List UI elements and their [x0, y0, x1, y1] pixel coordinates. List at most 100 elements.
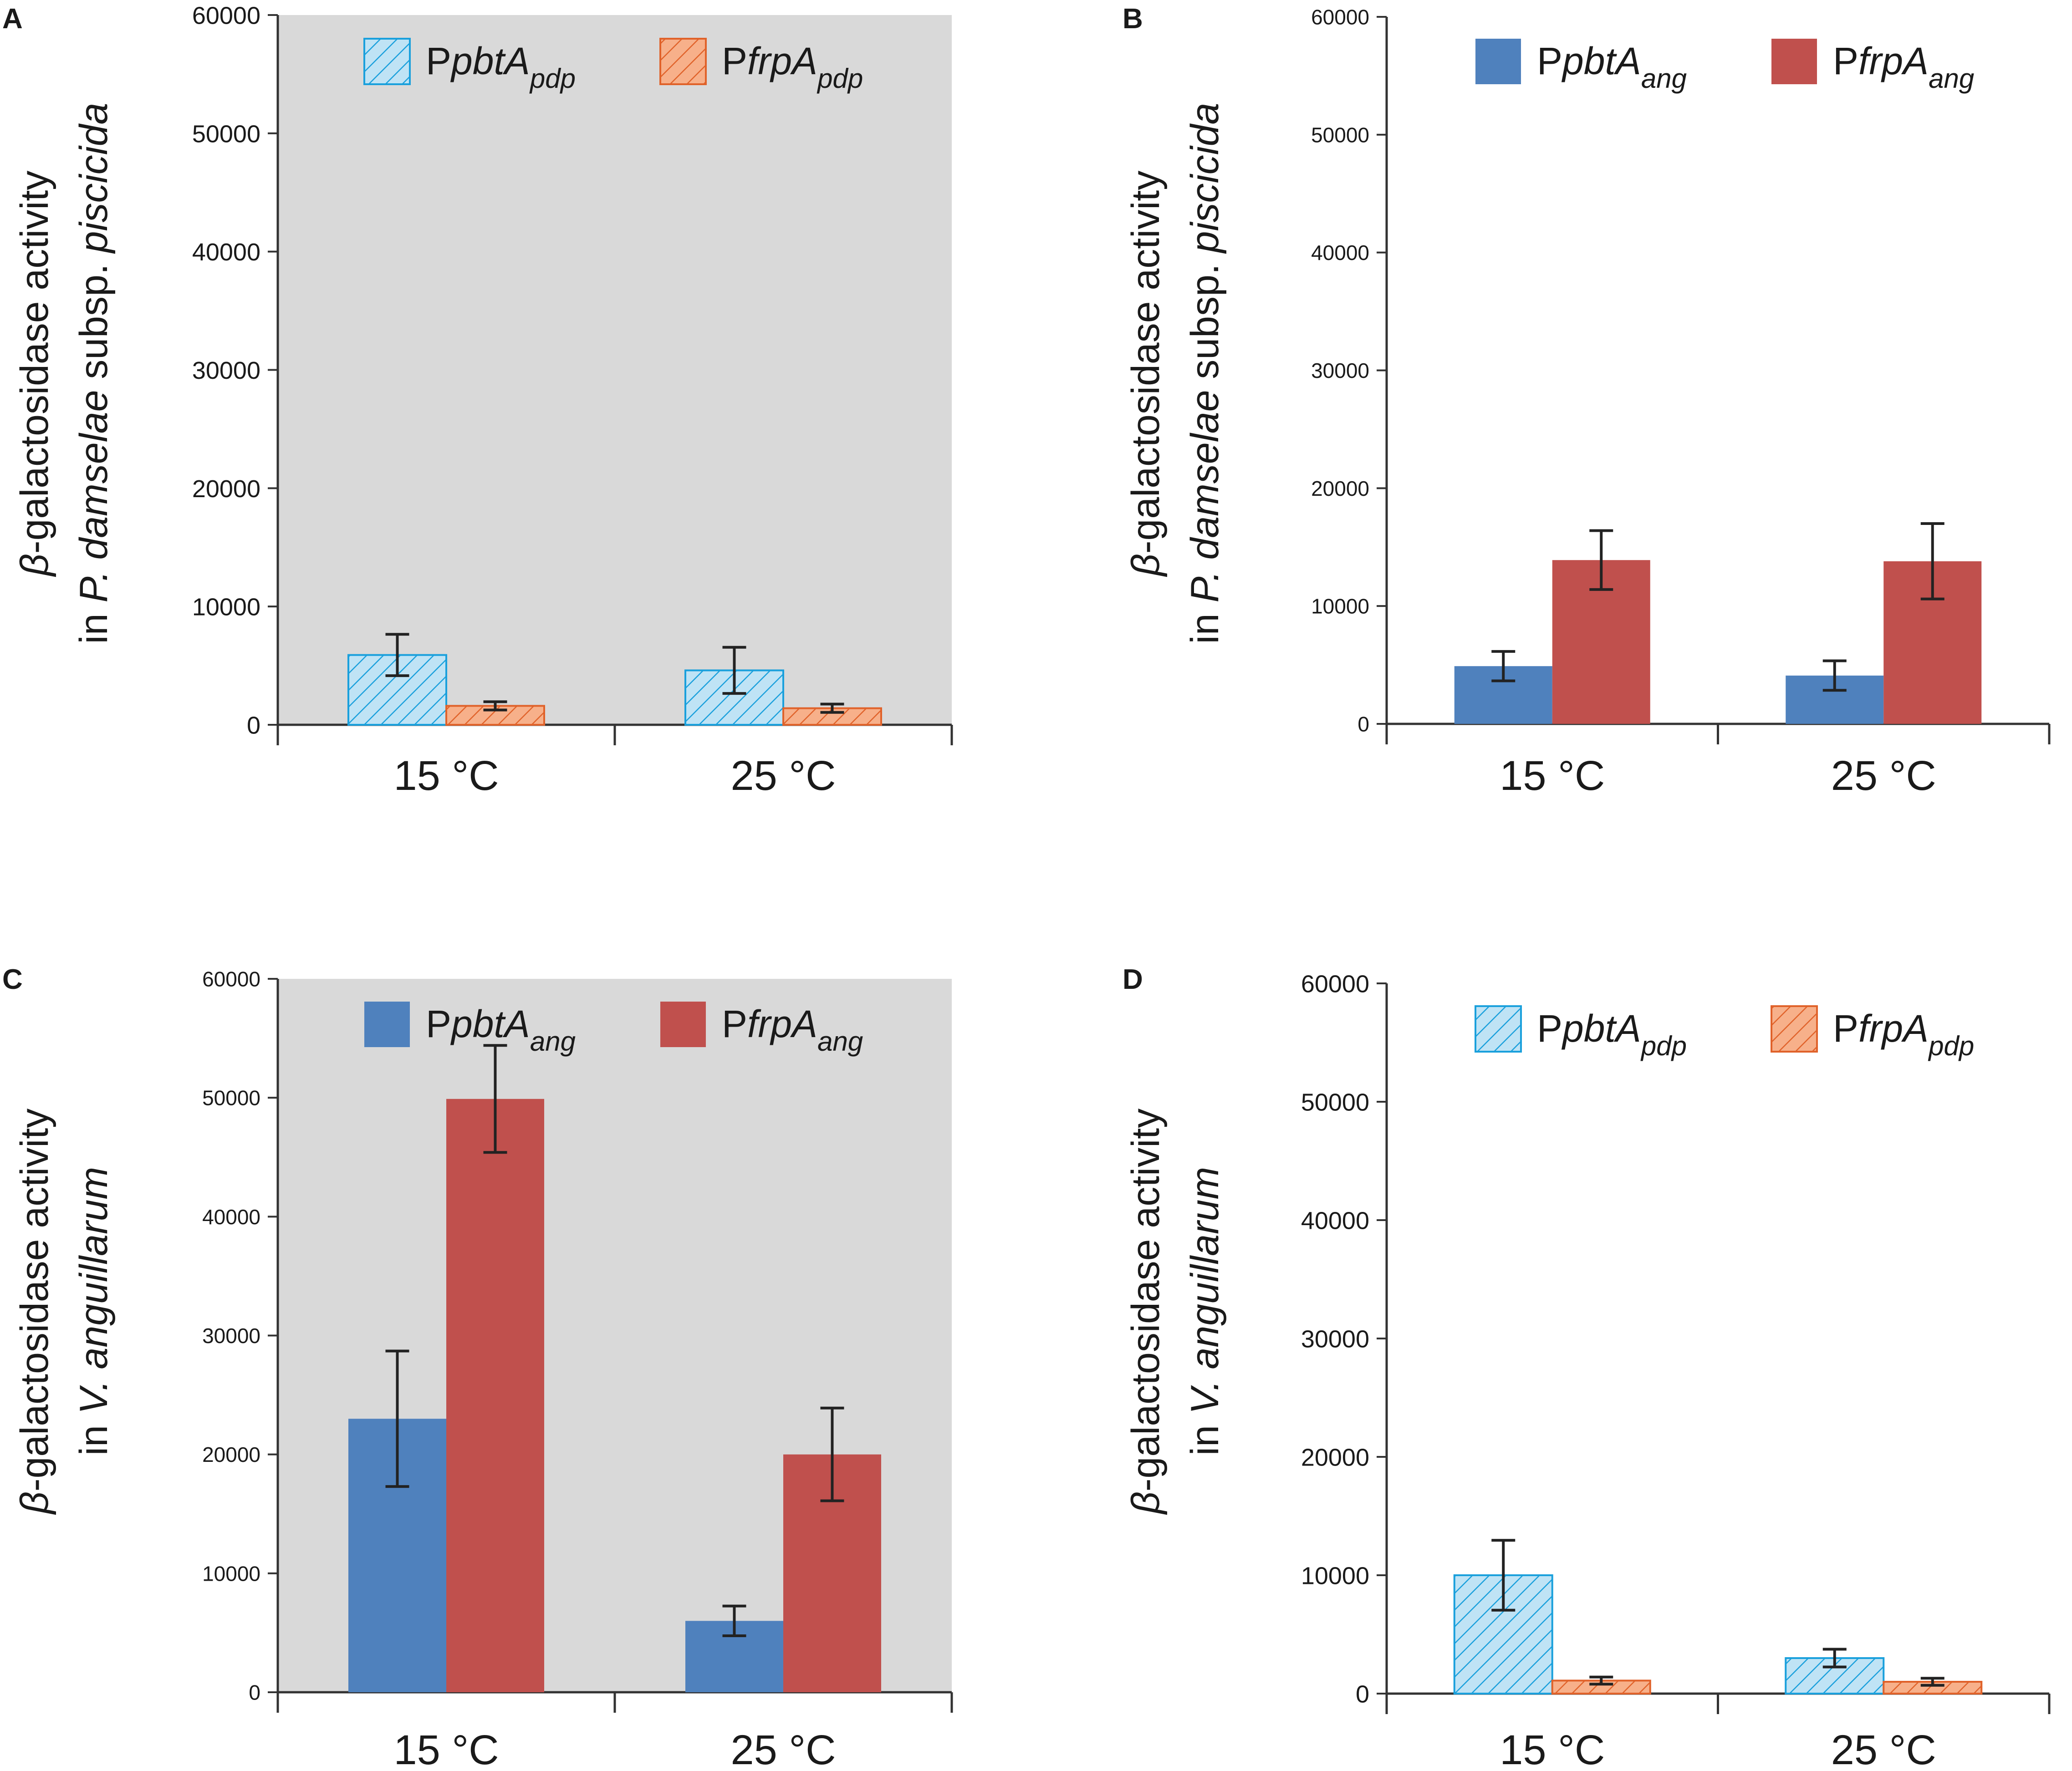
- y-axis-title-rest: -galactosidase activity: [13, 1109, 56, 1491]
- legend-label-subscript: ang: [817, 1026, 863, 1057]
- y-axis-title-line2: in V. anguillarum: [1183, 1167, 1227, 1455]
- y-axis-title-beta: β: [13, 1491, 56, 1515]
- panel-label: A: [2, 3, 23, 35]
- legend-label-prefix: P: [1537, 40, 1562, 82]
- legend-swatch: [364, 1002, 410, 1047]
- legend-label-gene: pbtA: [450, 1003, 530, 1045]
- legend-label-subscript: ang: [1641, 63, 1687, 94]
- y-axis-title-species: V. anguillarum: [72, 1167, 116, 1414]
- y-tick-label: 50000: [1301, 1089, 1369, 1116]
- x-category-label: 25 °C: [730, 753, 836, 799]
- y-tick-label: 40000: [1301, 1207, 1369, 1234]
- legend-swatch: [1771, 39, 1817, 84]
- legend-label: PfrpAang: [722, 1003, 863, 1057]
- y-tick-label: 30000: [1311, 359, 1369, 382]
- y-tick-label: 60000: [202, 967, 260, 991]
- y-tick-label: 60000: [192, 2, 260, 29]
- legend-label-gene: frpA: [1858, 1007, 1929, 1050]
- x-category-label: 15 °C: [1500, 753, 1605, 799]
- legend-label-subscript: pdp: [529, 63, 576, 94]
- y-axis-title-line1: β-galactosidase activity: [1124, 171, 1168, 577]
- y-tick-label: 40000: [202, 1205, 260, 1229]
- legend-swatch: [660, 1002, 706, 1047]
- legend-label-gene: pbtA: [1561, 1007, 1641, 1050]
- y-axis-title-rest: -galactosidase activity: [13, 171, 56, 554]
- y-tick-label: 10000: [202, 1562, 260, 1585]
- legend-label-gene: pbtA: [1561, 40, 1641, 82]
- legend-label: PfrpApdp: [722, 40, 863, 94]
- x-category-label: 15 °C: [393, 753, 499, 799]
- legend-label-prefix: P: [1833, 40, 1858, 82]
- y-tick-label: 10000: [1311, 595, 1369, 618]
- y-axis-title-line2: in P. damselae subsp. piscicida: [1183, 103, 1227, 644]
- panel-c: C 0 10000 20000 30000 40000 50000 60000 15 °C 25 …: [2, 964, 953, 1771]
- y-tick-label: 50000: [192, 120, 260, 148]
- y-tick-label: 30000: [192, 357, 260, 384]
- legend-label: PfrpApdp: [1833, 1007, 1974, 1061]
- y-tick-label: 30000: [202, 1324, 260, 1348]
- y-tick-label: 20000: [192, 475, 260, 503]
- legend-label-prefix: P: [722, 40, 747, 82]
- legend-label-prefix: P: [426, 1003, 451, 1045]
- legend-label: PpbtAang: [1537, 40, 1687, 94]
- legend-label-prefix: P: [1537, 1007, 1562, 1050]
- y-axis-title-in: in: [72, 603, 116, 644]
- legend-label-prefix: P: [1833, 1007, 1858, 1050]
- legend-label-subscript: ang: [1929, 63, 1974, 94]
- legend-label-prefix: P: [426, 40, 451, 82]
- y-axis-title-in: in: [1183, 1414, 1227, 1455]
- legend-label-gene: frpA: [747, 40, 817, 82]
- y-axis-title-line1: β-galactosidase activity: [1124, 1109, 1168, 1515]
- legend-swatch: [1475, 1005, 1522, 1053]
- y-tick-label: 50000: [202, 1086, 260, 1110]
- y-axis-title-species: P. damselae: [1183, 390, 1227, 603]
- legend-swatch: [1771, 1005, 1818, 1053]
- y-axis-title-rest: -galactosidase activity: [1124, 171, 1168, 554]
- y-axis-title-line1: β-galactosidase activity: [13, 1109, 56, 1515]
- y-axis-title-subspecies: piscicida: [1183, 103, 1227, 254]
- legend-label-gene: frpA: [1858, 40, 1929, 82]
- y-axis-title-species: P. damselae: [72, 390, 116, 603]
- y-tick-label: 40000: [192, 239, 260, 266]
- y-tick-label: 20000: [202, 1443, 260, 1466]
- y-axis-title-beta: β: [1124, 554, 1168, 577]
- y-tick-label: 20000: [1301, 1444, 1369, 1471]
- x-category-label: 25 °C: [1831, 1727, 1936, 1771]
- y-axis-title-in: in: [1183, 603, 1227, 644]
- y-axis-title-subsp: subsp.: [72, 253, 116, 390]
- x-category-label: 15 °C: [1500, 1727, 1605, 1771]
- y-tick-label: 40000: [1311, 241, 1369, 265]
- y-axis-title-beta: β: [13, 554, 56, 577]
- panel-label: D: [1123, 964, 1143, 995]
- panel-label: B: [1123, 3, 1143, 35]
- y-tick-label: 0: [1356, 1680, 1369, 1708]
- y-tick-label: 60000: [1301, 970, 1369, 997]
- y-tick-label: 20000: [1311, 477, 1369, 500]
- legend-swatch: [363, 38, 411, 85]
- legend-label-subscript: pdp: [1928, 1031, 1974, 1061]
- y-axis-title-subspecies: piscicida: [72, 103, 116, 254]
- x-category-label: 25 °C: [1831, 753, 1936, 799]
- panel-d: D 0 10000 20000 30000 40000 50000 60000 15 °C 25 …: [1123, 964, 2051, 1771]
- legend-label-gene: frpA: [747, 1003, 817, 1045]
- panel-label: C: [2, 964, 23, 995]
- panel-b: B 0 10000 20000 30000 40000 50000 60000 15 °C 25 …: [1123, 3, 2051, 799]
- legend-label-prefix: P: [722, 1003, 747, 1045]
- y-axis-title-species: V. anguillarum: [1183, 1167, 1227, 1414]
- y-tick-label: 0: [1358, 712, 1369, 736]
- legend-label: PfrpAang: [1833, 40, 1974, 94]
- legend-label-subscript: ang: [530, 1026, 576, 1057]
- y-tick-label: 50000: [1311, 123, 1369, 147]
- y-axis-title-line2: in P. damselae subsp. piscicida: [72, 103, 116, 644]
- legend-label-subscript: pdp: [817, 63, 863, 94]
- panel-a: A 0 10000 20000 30000 40000 50000 60000 15 °C 25 …: [2, 2, 953, 799]
- y-tick-label: 10000: [1301, 1562, 1369, 1589]
- y-axis-title-line2: in V. anguillarum: [72, 1167, 116, 1455]
- legend-swatch: [659, 38, 707, 85]
- y-axis-title-in: in: [72, 1414, 116, 1455]
- legend-swatch: [1475, 39, 1521, 84]
- legend-label: PpbtAang: [426, 1003, 576, 1057]
- y-tick-label: 30000: [1301, 1325, 1369, 1353]
